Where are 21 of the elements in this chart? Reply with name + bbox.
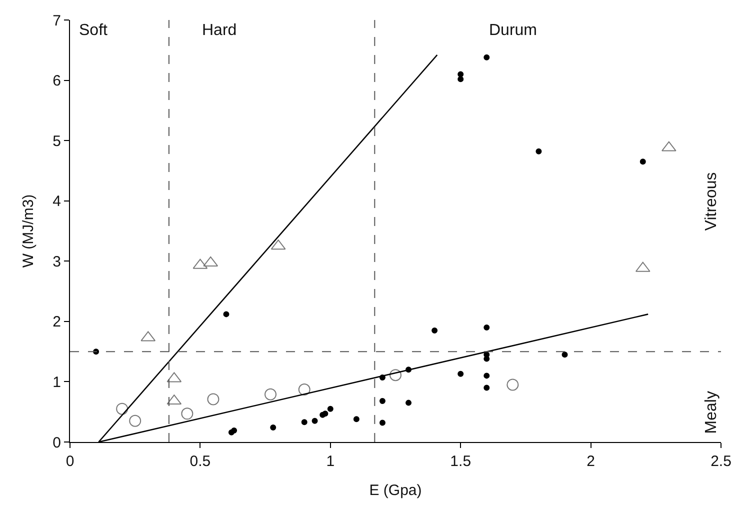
annotation: Durum [489,22,538,39]
x-tick-label: 2.5 [710,453,732,470]
y-tick-label: 6 [52,72,61,90]
y-tick-label: 7 [52,12,61,30]
y-tick-label: 5 [52,132,61,150]
y-tick-label: 3 [52,253,61,270]
x-tick-label: 2 [586,453,595,470]
x-tick-label: 1.5 [450,453,472,470]
x-tick-label: 0 [66,453,74,470]
y-tick-label: 2 [52,314,61,331]
x-axis-title: E (Gpa) [369,482,422,499]
y-tick-label: 0 [52,434,61,452]
annotation: Mealy [702,391,720,434]
x-tick-label: 1 [326,453,335,470]
annotation: Soft [79,22,108,39]
x-tick-label: 0.5 [190,453,211,470]
annotation: Vitreous [702,172,720,231]
y-tick-label: 1 [52,374,61,391]
y-axis-title: W (MJ/m3) [20,194,37,268]
annotation: Hard [202,22,237,39]
y-tick-label: 4 [52,193,61,210]
